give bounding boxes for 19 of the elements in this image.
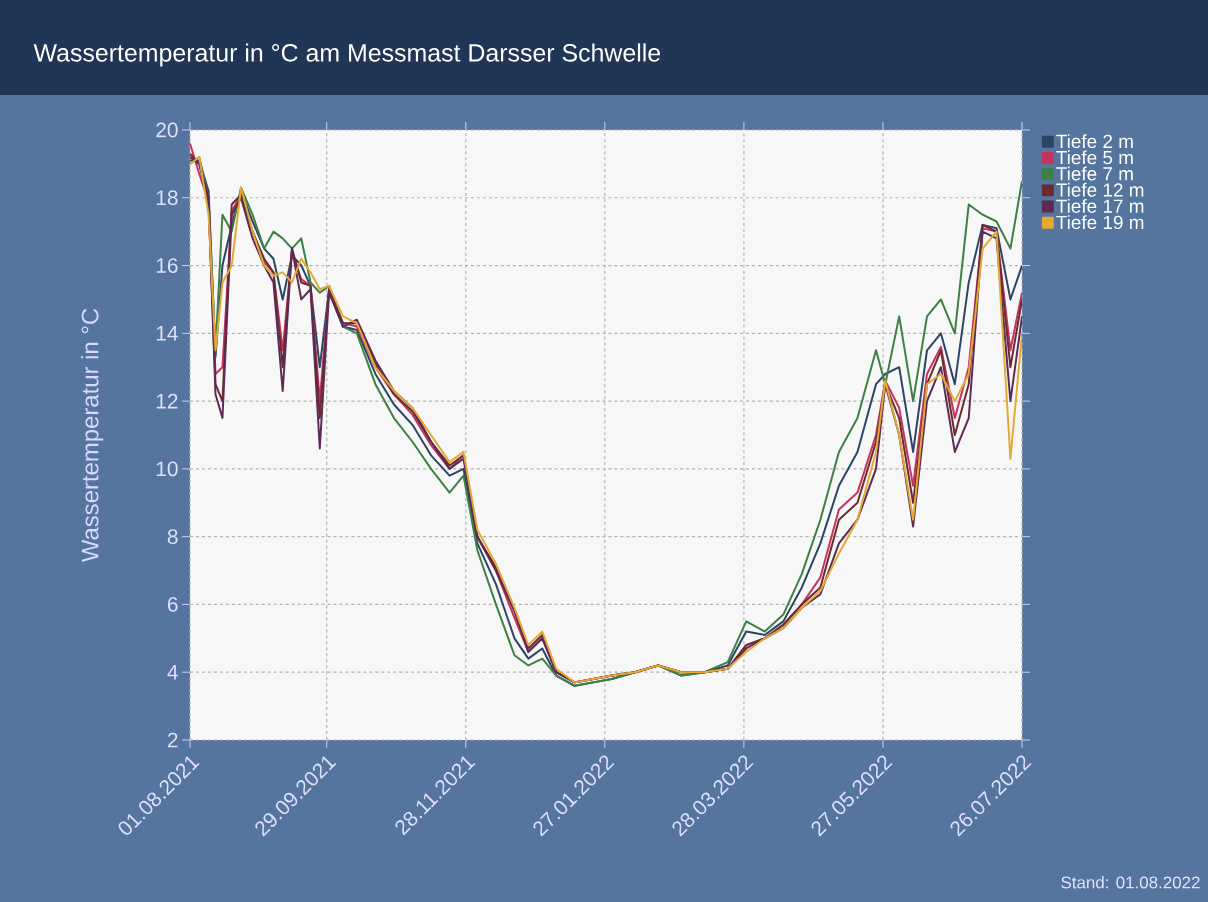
- y-tick-label: 14: [156, 326, 178, 341]
- y-tick-label: 10: [156, 461, 178, 477]
- y-tick-label: 18: [156, 190, 178, 206]
- y-tick-label: 4: [167, 665, 178, 680]
- legend-label: Tiefe 7 m: [1056, 166, 1133, 181]
- y-tick-label: 12: [156, 393, 178, 409]
- legend-label: Tiefe 19 m: [1056, 215, 1144, 230]
- y-tick-label: 8: [167, 529, 178, 545]
- y-tick-label: 2: [167, 732, 178, 748]
- legend-label: Tiefe 2 m: [1056, 134, 1133, 149]
- y-tick-label: 6: [167, 597, 178, 612]
- y-tick-label: 20: [156, 122, 178, 138]
- chart-title: Wassertemperatur in °C am Messmast Darsser Schwelle: [33, 43, 661, 67]
- text: Stand: 01.08.2022: [1061, 876, 1200, 889]
- y-tick-label: 16: [156, 258, 178, 273]
- legend-label: Tiefe 17 m: [1056, 198, 1144, 213]
- legend-label: Tiefe 12 m: [1056, 182, 1144, 197]
- legend-label: Tiefe 5 m: [1056, 150, 1133, 165]
- y-axis-title: Wassertemperatur in °C: [80, 308, 104, 563]
